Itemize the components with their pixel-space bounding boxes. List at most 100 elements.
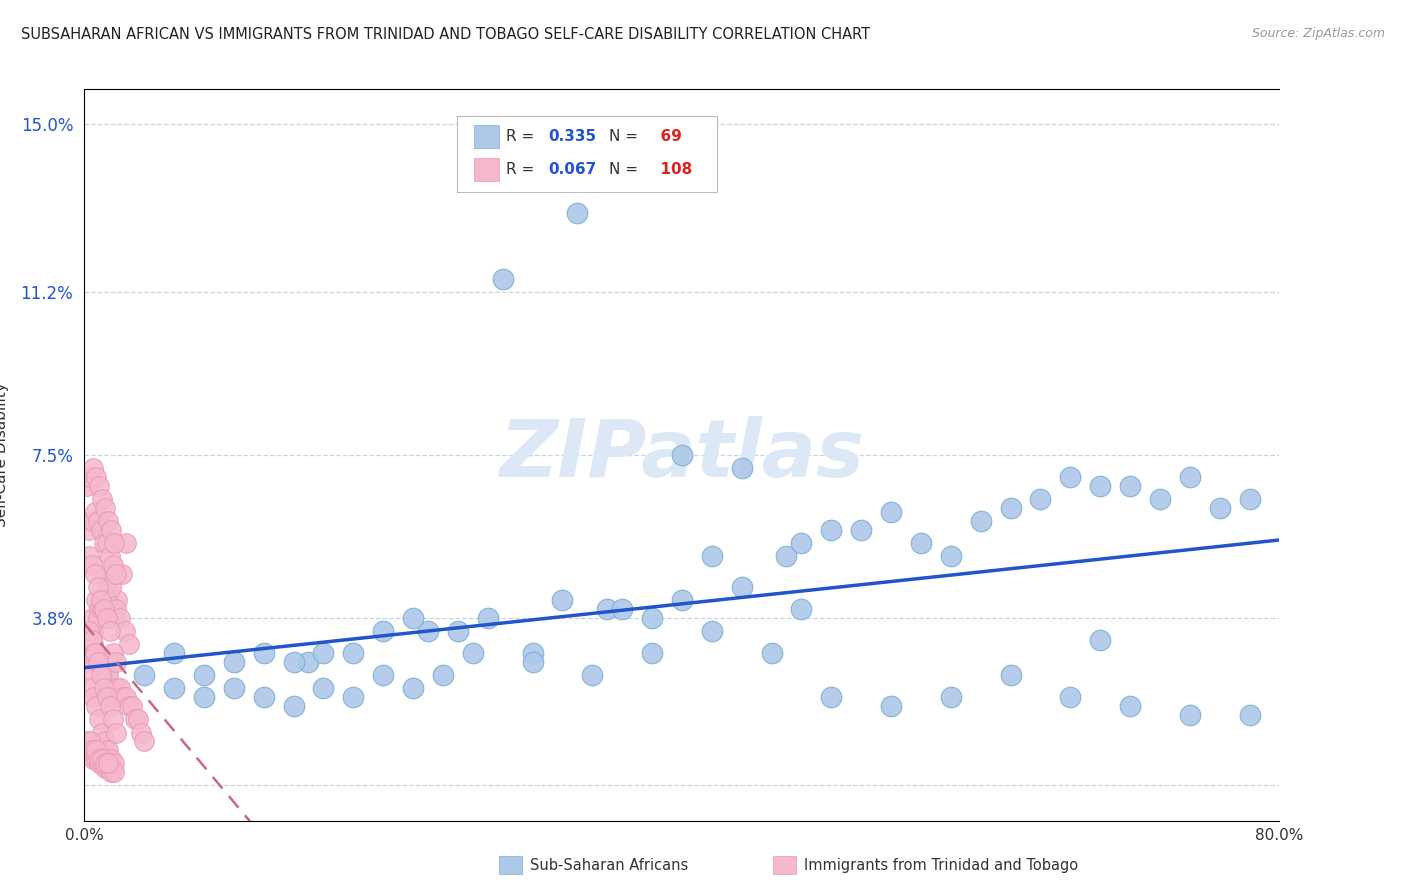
- Point: [94, 500, 117, 515]
- Point: [98, 624, 121, 639]
- Point: [790, 536, 813, 550]
- Point: [111, 566, 134, 581]
- Point: [1178, 470, 1201, 484]
- Point: [76, 734, 98, 748]
- Point: [939, 549, 962, 564]
- Text: Immigrants from Trinidad and Tobago: Immigrants from Trinidad and Tobago: [804, 858, 1078, 872]
- Point: [114, 624, 136, 639]
- Point: [312, 646, 335, 660]
- Point: [596, 602, 619, 616]
- Point: [79, 743, 101, 757]
- Point: [89, 602, 111, 616]
- Point: [373, 624, 395, 639]
- Point: [94, 668, 117, 682]
- Point: [98, 699, 121, 714]
- Point: [86, 593, 108, 607]
- Point: [193, 690, 215, 705]
- Text: 0.335: 0.335: [548, 129, 596, 144]
- Point: [80, 514, 103, 528]
- Point: [82, 624, 104, 639]
- Point: [110, 681, 132, 696]
- Point: [402, 611, 425, 625]
- Point: [100, 523, 122, 537]
- Point: [297, 655, 319, 669]
- Point: [96, 580, 118, 594]
- Point: [477, 611, 499, 625]
- Text: ZIPatlas: ZIPatlas: [499, 416, 865, 494]
- Point: [76, 668, 98, 682]
- Text: N =: N =: [609, 129, 643, 144]
- Point: [253, 690, 276, 705]
- Point: [1090, 479, 1112, 493]
- Point: [118, 699, 141, 714]
- Point: [86, 470, 108, 484]
- Point: [89, 655, 111, 669]
- Point: [1149, 491, 1171, 506]
- Point: [103, 536, 125, 550]
- Point: [163, 646, 186, 660]
- Point: [118, 637, 141, 651]
- Text: R =: R =: [506, 129, 540, 144]
- Point: [91, 602, 114, 616]
- Point: [86, 752, 108, 766]
- Point: [731, 461, 754, 475]
- Point: [96, 536, 118, 550]
- Point: [96, 690, 118, 705]
- Point: [83, 505, 105, 519]
- Point: [103, 690, 125, 705]
- Point: [522, 655, 544, 669]
- Point: [104, 655, 127, 669]
- Point: [910, 536, 932, 550]
- Point: [1239, 491, 1261, 506]
- Text: Source: ZipAtlas.com: Source: ZipAtlas.com: [1251, 27, 1385, 40]
- Point: [671, 448, 693, 462]
- Point: [97, 514, 120, 528]
- Point: [77, 523, 100, 537]
- Point: [97, 761, 120, 775]
- Point: [1209, 500, 1232, 515]
- Point: [79, 734, 101, 748]
- Text: SUBSAHARAN AFRICAN VS IMMIGRANTS FROM TRINIDAD AND TOBAGO SELF-CARE DISABILITY C: SUBSAHARAN AFRICAN VS IMMIGRANTS FROM TR…: [21, 27, 870, 42]
- Point: [105, 593, 128, 607]
- Point: [86, 743, 108, 757]
- Point: [132, 734, 156, 748]
- Point: [641, 646, 664, 660]
- Point: [82, 743, 104, 757]
- Point: [96, 593, 118, 607]
- Point: [402, 681, 425, 696]
- Text: 69: 69: [650, 129, 682, 144]
- Point: [1119, 699, 1142, 714]
- Point: [851, 523, 873, 537]
- Point: [89, 756, 111, 771]
- Point: [283, 655, 305, 669]
- Point: [101, 712, 124, 726]
- Point: [79, 470, 101, 484]
- Point: [115, 690, 138, 705]
- Point: [432, 668, 454, 682]
- Point: [93, 536, 115, 550]
- Point: [100, 752, 122, 766]
- Point: [1239, 707, 1261, 722]
- Point: [77, 637, 100, 651]
- Point: [94, 734, 117, 748]
- Point: [90, 523, 112, 537]
- Point: [100, 681, 122, 696]
- Point: [121, 699, 143, 714]
- Point: [127, 712, 149, 726]
- Point: [612, 602, 634, 616]
- Point: [820, 523, 842, 537]
- Point: [77, 624, 100, 639]
- Point: [163, 681, 186, 696]
- Point: [104, 725, 127, 739]
- Point: [80, 632, 103, 647]
- Y-axis label: Self-Care Disability: Self-Care Disability: [0, 383, 10, 527]
- Point: [283, 699, 305, 714]
- Point: [104, 566, 127, 581]
- Point: [581, 668, 603, 682]
- Point: [103, 765, 125, 780]
- Point: [91, 491, 114, 506]
- Point: [86, 646, 108, 660]
- Point: [82, 752, 104, 766]
- Point: [93, 681, 115, 696]
- Text: Sub-Saharan Africans: Sub-Saharan Africans: [530, 858, 689, 872]
